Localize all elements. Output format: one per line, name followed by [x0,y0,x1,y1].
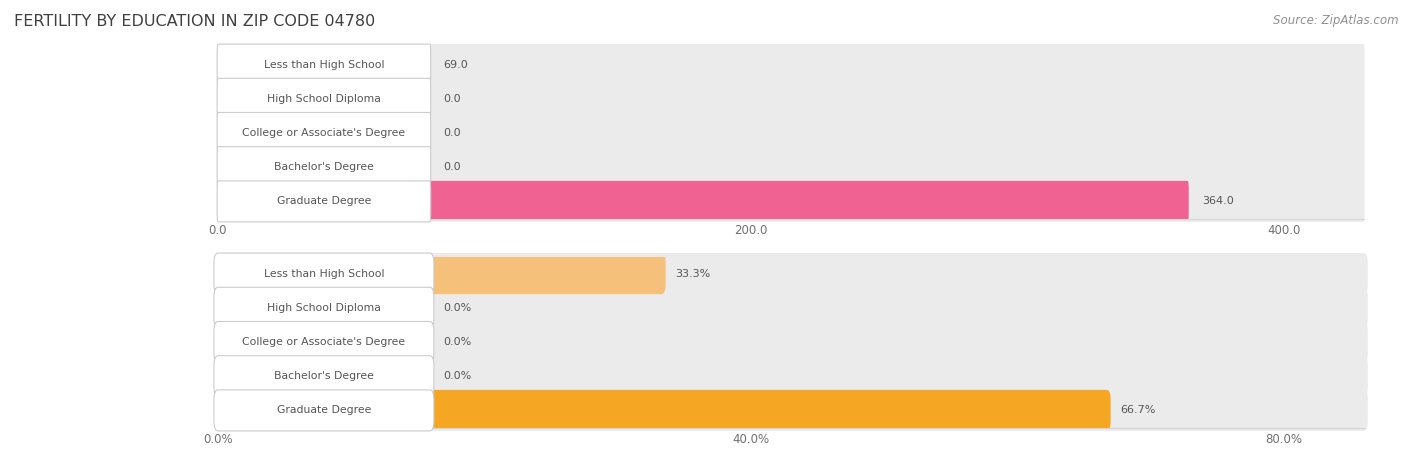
Text: 66.7%: 66.7% [1121,405,1156,416]
FancyBboxPatch shape [217,147,430,188]
FancyBboxPatch shape [214,390,1368,431]
Text: 0.0%: 0.0% [444,337,472,347]
FancyBboxPatch shape [214,322,434,362]
FancyBboxPatch shape [217,147,1365,188]
Text: 0.0: 0.0 [444,128,461,138]
FancyBboxPatch shape [217,44,430,85]
FancyBboxPatch shape [214,253,665,294]
Text: Bachelor's Degree: Bachelor's Degree [274,371,374,381]
Text: Graduate Degree: Graduate Degree [277,196,371,207]
Text: College or Associate's Degree: College or Associate's Degree [242,128,405,138]
Text: High School Diploma: High School Diploma [267,303,381,313]
Text: 0.0%: 0.0% [444,303,472,313]
Text: Source: ZipAtlas.com: Source: ZipAtlas.com [1274,14,1399,27]
Text: 0.0%: 0.0% [444,371,472,381]
FancyBboxPatch shape [214,287,434,328]
Text: 0.0: 0.0 [444,162,461,172]
FancyBboxPatch shape [217,113,1365,153]
FancyBboxPatch shape [217,44,402,85]
FancyBboxPatch shape [217,78,430,119]
FancyBboxPatch shape [217,113,430,153]
FancyBboxPatch shape [214,253,1368,294]
FancyBboxPatch shape [217,181,1188,222]
Text: 69.0: 69.0 [444,59,468,70]
Text: Less than High School: Less than High School [264,59,384,70]
FancyBboxPatch shape [217,44,1365,85]
FancyBboxPatch shape [214,322,1368,362]
Text: College or Associate's Degree: College or Associate's Degree [242,337,405,347]
Text: 364.0: 364.0 [1202,196,1233,207]
FancyBboxPatch shape [214,390,1111,431]
Text: Less than High School: Less than High School [264,268,384,279]
Text: Bachelor's Degree: Bachelor's Degree [274,162,374,172]
FancyBboxPatch shape [217,78,1365,119]
Text: FERTILITY BY EDUCATION IN ZIP CODE 04780: FERTILITY BY EDUCATION IN ZIP CODE 04780 [14,14,375,29]
FancyBboxPatch shape [217,181,430,222]
FancyBboxPatch shape [214,390,434,431]
FancyBboxPatch shape [214,287,1368,328]
Text: 33.3%: 33.3% [675,268,710,279]
FancyBboxPatch shape [217,181,1365,222]
Text: 0.0: 0.0 [444,94,461,104]
FancyBboxPatch shape [214,356,1368,397]
FancyBboxPatch shape [214,356,434,397]
Text: Graduate Degree: Graduate Degree [277,405,371,416]
Text: High School Diploma: High School Diploma [267,94,381,104]
FancyBboxPatch shape [214,253,434,294]
